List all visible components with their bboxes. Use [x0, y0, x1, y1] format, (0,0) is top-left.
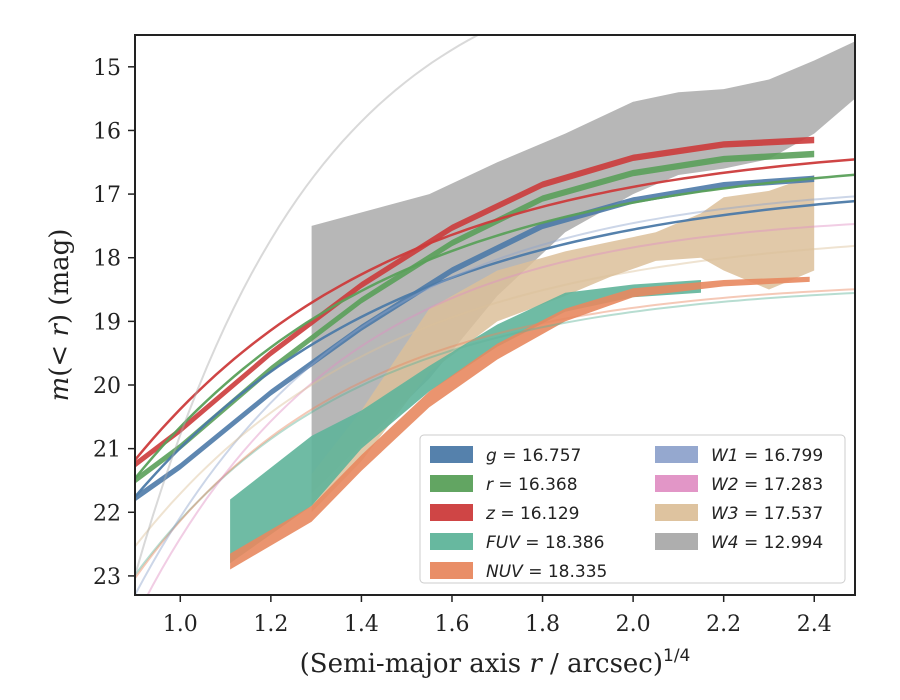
x-axis-ticks: 1.0 1.2 1.4 1.6 1.8 2.0 2.2 2.4 [163, 595, 832, 637]
band-w4 [311, 41, 855, 494]
legend-label-g: g = 16.757 [486, 446, 581, 466]
y-tick-label: 19 [93, 310, 121, 335]
legend-swatch-w2 [655, 475, 698, 492]
legend-label-w3: W3 = 17.537 [711, 504, 823, 524]
legend-band: W2 [711, 475, 739, 495]
band-w3 [311, 175, 815, 513]
y-axis-ticks: 15 16 17 18 19 20 21 22 23 [93, 56, 135, 590]
y-tick-label: 22 [93, 501, 121, 526]
x-axis-title: (Semi-major axis r / arcsec)1/4 [300, 646, 691, 679]
legend-value: = 18.335 [523, 562, 608, 582]
legend-label-nuv: NUV = 18.335 [486, 562, 607, 582]
legend-swatch-r [430, 475, 473, 492]
legend-value: = 16.799 [739, 446, 824, 466]
y-axis-title-var: r [45, 323, 75, 337]
y-tick-label: 20 [93, 374, 121, 399]
y-axis-title-close: ) [45, 314, 75, 324]
y-axis-title-lt: < [45, 337, 75, 367]
legend-band: z [485, 504, 496, 524]
y-tick-label: 17 [93, 183, 121, 208]
x-tick-label: 1.0 [163, 612, 198, 637]
model-curves [135, 35, 855, 595]
legend-value: = 18.386 [520, 533, 605, 553]
curve-w2 [146, 223, 855, 595]
y-axis-title-unit: (mag) [45, 229, 75, 314]
legend-swatch-g [430, 446, 473, 463]
legend-value: = 16.368 [493, 475, 578, 495]
x-tick-label: 1.8 [525, 612, 560, 637]
curve-w1 [135, 195, 855, 595]
x-tick-label: 2.0 [616, 612, 651, 637]
y-tick-label: 15 [93, 56, 121, 81]
legend-swatch-w4 [655, 533, 698, 550]
curve-w4 [135, 35, 481, 576]
curve-nuv [135, 288, 855, 579]
y-axis-title: m(< r) (mag) [45, 229, 75, 402]
legend-label-r: r = 16.368 [486, 475, 578, 495]
curve-r [135, 173, 855, 480]
legend-band: r [486, 475, 494, 495]
legend-swatch-w3 [655, 504, 698, 521]
legend-swatch-w1 [655, 446, 698, 463]
x-axis-title-sup: 1/4 [663, 646, 690, 666]
legend-label-fuv: FUV = 18.386 [486, 533, 604, 553]
x-tick-label: 2.4 [797, 612, 832, 637]
y-tick-label: 21 [93, 438, 121, 463]
legend-value: = 12.994 [739, 533, 824, 553]
legend-band: NUV [486, 562, 524, 582]
x-tick-label: 1.6 [434, 612, 469, 637]
y-tick-label: 18 [93, 247, 121, 272]
curve-w3 [135, 244, 855, 548]
legend-band: g [486, 446, 497, 466]
y-axis-title-open: ( [45, 367, 75, 377]
legend-band: W1 [711, 446, 739, 466]
legend-value: = 16.757 [497, 446, 582, 466]
curve-g [135, 199, 855, 498]
x-axis-title-main: (Semi-major axis [300, 649, 530, 679]
legend-value: = 17.283 [739, 475, 824, 495]
legend-box [419, 434, 846, 584]
x-axis-title-var: r [529, 649, 543, 679]
legend-label-z: z = 16.129 [485, 504, 579, 524]
y-tick-label: 23 [93, 565, 121, 590]
x-tick-label: 2.2 [706, 612, 741, 637]
legend-band: W3 [711, 504, 739, 524]
legend-value: = 17.537 [739, 504, 824, 524]
y-axis-title-m: m [45, 377, 75, 402]
x-tick-label: 1.2 [253, 612, 288, 637]
plot-frame [134, 34, 856, 596]
curve-fuv [135, 292, 855, 576]
legend-label-w4: W4 = 12.994 [711, 533, 823, 553]
legend-swatch-z [430, 504, 473, 521]
legend-band: FUV [486, 533, 521, 553]
x-axis-title-rest: / arcsec) [542, 649, 663, 679]
legend-label-w1: W1 = 16.799 [711, 446, 823, 466]
band-nuv [230, 276, 810, 570]
legend-swatch-fuv [430, 533, 473, 550]
y-tick-label: 16 [93, 119, 121, 144]
x-tick-label: 1.4 [344, 612, 379, 637]
uncertainty-bands [135, 41, 855, 570]
legend-value: = 16.129 [495, 504, 580, 524]
curve-z [135, 158, 855, 461]
legend-band: W4 [711, 533, 739, 553]
legend-label-w2: W2 = 17.283 [711, 475, 823, 495]
legend-swatch-nuv [430, 562, 473, 579]
